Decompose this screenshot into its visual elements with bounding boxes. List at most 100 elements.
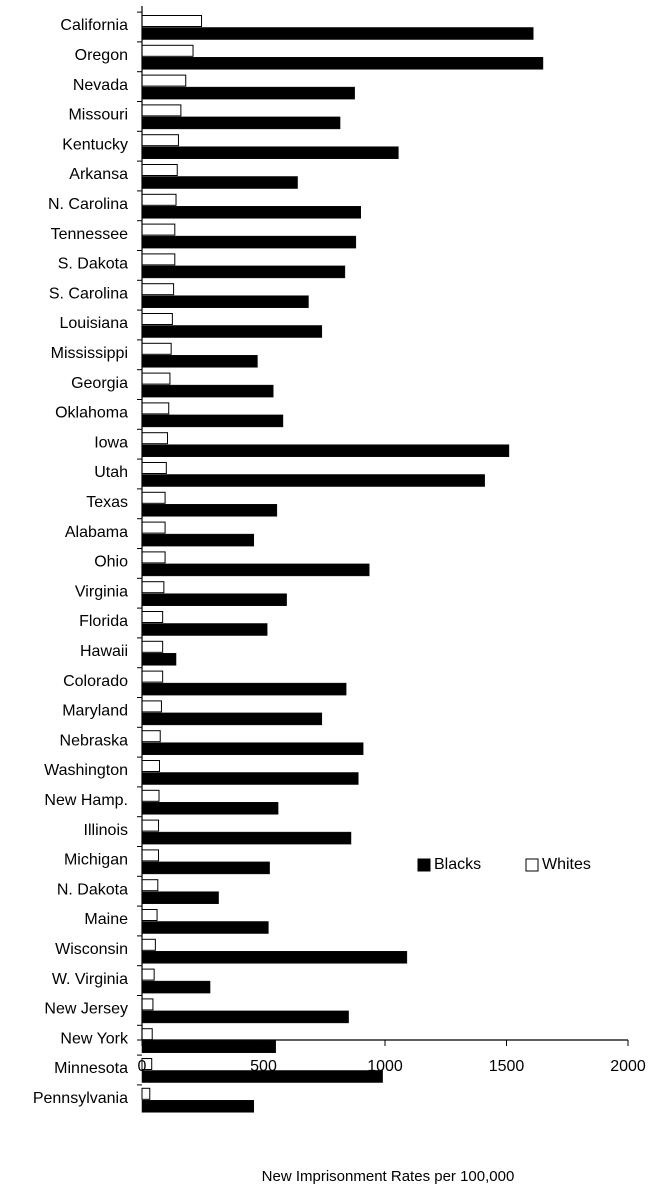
legend-label: Blacks bbox=[434, 856, 481, 873]
bar-blacks bbox=[141, 742, 364, 755]
category-label: S. Carolina bbox=[49, 285, 128, 302]
category-label: Nevada bbox=[73, 77, 128, 94]
bar-whites bbox=[141, 938, 156, 951]
bar-blacks bbox=[141, 980, 211, 994]
bar-blacks bbox=[141, 533, 255, 547]
bar-blacks bbox=[141, 861, 270, 875]
legend: Blacks Whites bbox=[417, 856, 591, 873]
category-label: Minnesota bbox=[54, 1060, 128, 1077]
bar-blacks bbox=[141, 444, 510, 457]
x-ticks: 0 500 1000 1500 2000 bbox=[138, 1040, 646, 1075]
category-label: Maine bbox=[84, 911, 128, 928]
category-label: Iowa bbox=[94, 434, 128, 451]
bar-blacks bbox=[141, 951, 408, 964]
category-label: Utah bbox=[94, 464, 128, 481]
x-tick-label: 1500 bbox=[489, 1058, 525, 1075]
bar-blacks bbox=[141, 1100, 255, 1113]
category-label: Oregon bbox=[75, 47, 128, 64]
category-label: Texas bbox=[86, 494, 128, 511]
bar-whites bbox=[141, 313, 173, 325]
bar-blacks bbox=[141, 593, 287, 606]
legend-swatch-whites bbox=[525, 858, 539, 872]
bar-blacks bbox=[141, 623, 268, 636]
bar-whites bbox=[141, 1028, 153, 1041]
category-label: California bbox=[60, 17, 128, 34]
bar-whites bbox=[141, 730, 161, 743]
bar-whites bbox=[141, 670, 164, 683]
bar-whites bbox=[141, 819, 160, 832]
bar-blacks bbox=[141, 414, 284, 428]
bar-blacks bbox=[141, 802, 279, 815]
bar-whites bbox=[141, 1058, 153, 1070]
category-label: Mississippi bbox=[51, 345, 128, 362]
bar-whites bbox=[141, 640, 164, 653]
bar-blacks bbox=[141, 206, 361, 219]
x-tick-label: 2000 bbox=[610, 1058, 646, 1075]
bar-blacks bbox=[141, 235, 357, 249]
category-label: New Jersey bbox=[44, 1001, 128, 1018]
category-label: Hawaii bbox=[80, 643, 128, 660]
bar-whites bbox=[141, 1087, 151, 1100]
bar-blacks bbox=[141, 891, 219, 904]
x-tick-label: 500 bbox=[250, 1058, 277, 1075]
bar-whites bbox=[141, 909, 158, 921]
category-label: Ohio bbox=[94, 554, 128, 571]
x-axis-title: New Imprisonment Rates per 100,000 bbox=[262, 1168, 515, 1185]
bar-whites bbox=[141, 283, 175, 296]
bar-whites bbox=[141, 521, 166, 534]
x-tick-label: 1000 bbox=[367, 1058, 403, 1075]
bar-whites bbox=[141, 134, 179, 147]
bar-blacks bbox=[141, 355, 258, 368]
bar-whites bbox=[141, 193, 177, 206]
bar-blacks bbox=[141, 1040, 276, 1053]
bar-whites bbox=[141, 432, 169, 445]
bar-whites bbox=[141, 581, 165, 594]
bar-blacks bbox=[141, 57, 544, 70]
bar-whites bbox=[141, 223, 176, 236]
bar-blacks bbox=[141, 86, 355, 100]
bar-whites bbox=[141, 164, 178, 176]
bar-blacks bbox=[141, 265, 346, 279]
bar-whites bbox=[141, 789, 160, 802]
bar-whites bbox=[141, 760, 160, 772]
bar-blacks bbox=[141, 384, 274, 398]
axes bbox=[137, 6, 628, 1086]
category-label: N. Carolina bbox=[48, 196, 128, 213]
bar-blacks bbox=[141, 116, 341, 130]
bar-whites bbox=[141, 879, 159, 892]
category-label: Missouri bbox=[68, 107, 128, 124]
category-label: Florida bbox=[79, 613, 128, 630]
category-label: Kentucky bbox=[62, 136, 128, 153]
category-label: New Hamp. bbox=[44, 792, 128, 809]
bar-whites bbox=[141, 74, 187, 87]
legend-swatch-blacks bbox=[417, 858, 431, 872]
legend-label: Whites bbox=[542, 856, 591, 873]
category-label: New York bbox=[60, 1030, 129, 1047]
bar-blacks bbox=[141, 772, 359, 785]
category-label: Pennsylvania bbox=[33, 1090, 128, 1107]
bar-whites bbox=[141, 849, 160, 862]
bars bbox=[141, 15, 544, 1113]
bar-blacks bbox=[141, 1010, 349, 1024]
category-label: N. Dakota bbox=[57, 881, 128, 898]
category-label: Virginia bbox=[75, 583, 128, 600]
category-label: Wisconsin bbox=[55, 941, 128, 958]
category-label: Maryland bbox=[62, 703, 128, 720]
bar-whites bbox=[141, 551, 166, 564]
bar-blacks bbox=[141, 563, 370, 577]
bar-whites bbox=[141, 998, 154, 1011]
bar-blacks bbox=[141, 504, 278, 517]
category-label: Colorado bbox=[63, 673, 128, 690]
category-label: Louisiana bbox=[60, 315, 129, 332]
bar-whites bbox=[141, 402, 170, 415]
bar-whites bbox=[141, 253, 176, 266]
category-label: Tennessee bbox=[51, 226, 128, 243]
bar-blacks bbox=[141, 682, 347, 696]
bar-whites bbox=[141, 44, 194, 57]
category-label: Nebraska bbox=[60, 732, 129, 749]
category-label: W. Virginia bbox=[52, 971, 128, 988]
bar-whites bbox=[141, 700, 162, 713]
bar-blacks bbox=[141, 146, 399, 159]
bar-blacks bbox=[141, 176, 298, 189]
